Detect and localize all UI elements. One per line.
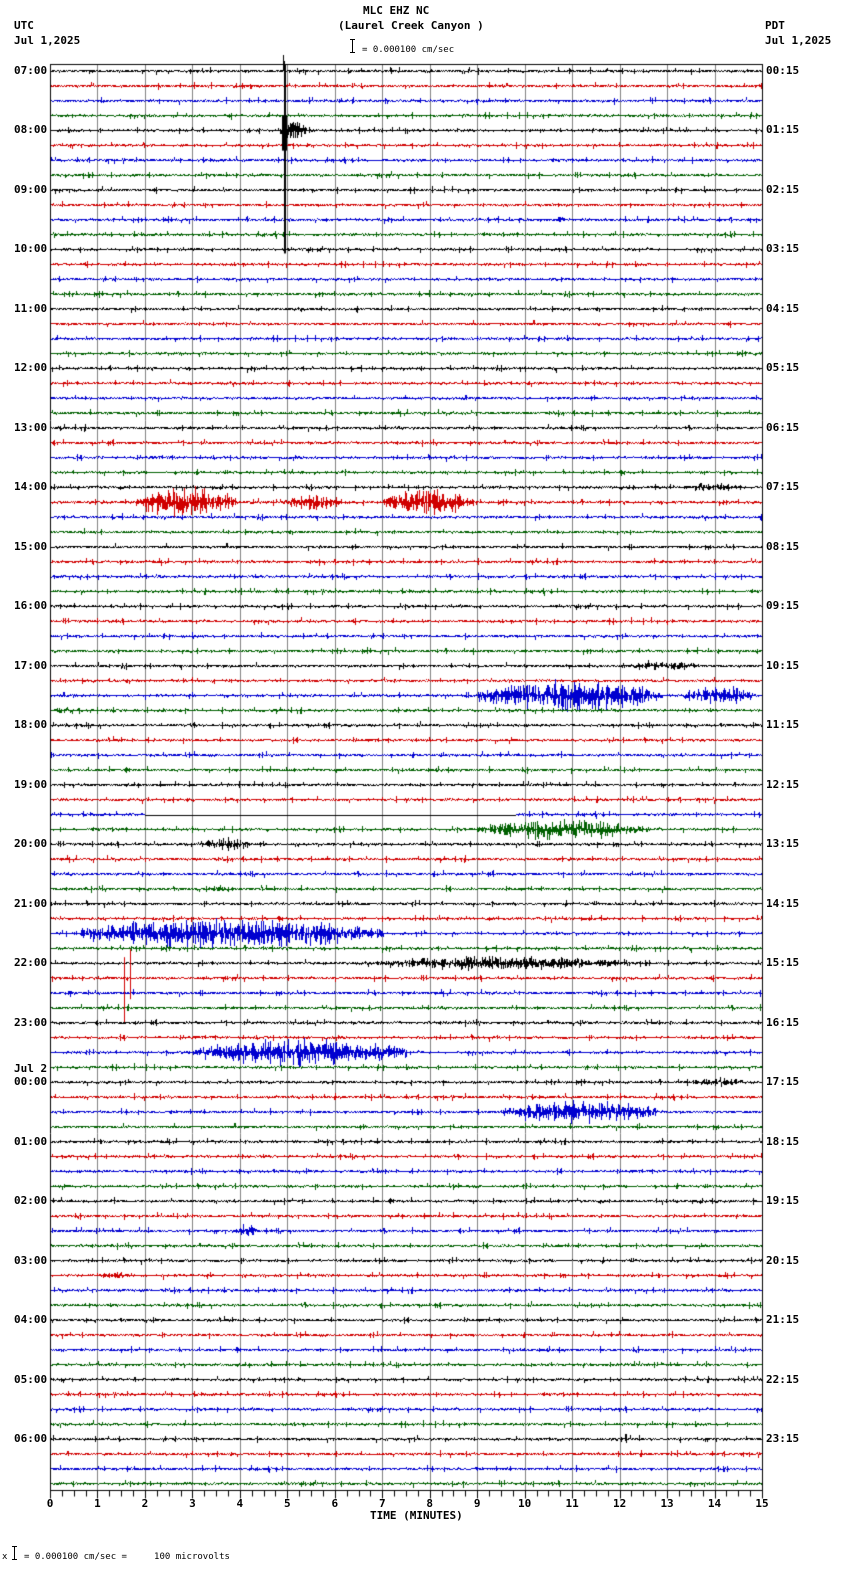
scale-text: = 0.000100 cm/sec [362, 45, 455, 55]
scale-bar-icon [350, 39, 355, 53]
pdt-label: 20:15 [766, 1253, 800, 1267]
pdt-label: 21:15 [766, 1313, 800, 1327]
x-tick-label: 8 [426, 1497, 434, 1510]
x-tick-label: 12 [612, 1497, 627, 1510]
pdt-label: 07:15 [766, 480, 800, 494]
pdt-label: 01:15 [766, 123, 800, 137]
utc-label: 02:00 [14, 1194, 48, 1208]
x-tick-label: 1 [94, 1497, 101, 1510]
utc-label: 15:00 [14, 539, 48, 553]
station-title: MLC EHZ NC [363, 4, 430, 17]
utc-label: 00:00 [14, 1075, 48, 1089]
pdt-label: 16:15 [766, 1015, 800, 1029]
utc-label: 22:00 [14, 956, 48, 970]
x-tick-label: 3 [189, 1497, 196, 1510]
left-date: Jul 1,2025 [14, 34, 81, 47]
utc-label: 01:00 [14, 1134, 48, 1148]
utc-label: 08:00 [14, 123, 48, 137]
utc-label: 17:00 [14, 658, 48, 672]
utc-label: 03:00 [14, 1253, 48, 1267]
x-tick-label: 6 [331, 1497, 339, 1510]
utc-label: 20:00 [14, 837, 48, 851]
date-change-label: Jul 2 [14, 1062, 48, 1076]
pdt-label: 17:15 [766, 1075, 800, 1089]
footer-scale-text: = 0.000100 cm/sec = 100 microvolts [24, 1552, 230, 1562]
left-timezone: UTC [14, 19, 34, 32]
pdt-label: 08:15 [766, 539, 800, 553]
pdt-label: 18:15 [766, 1134, 800, 1148]
pdt-label: 14:15 [766, 896, 800, 910]
pdt-label: 19:15 [766, 1194, 800, 1208]
utc-label: 05:00 [14, 1372, 48, 1386]
x-tick-label: 0 [46, 1497, 54, 1510]
utc-label: 23:00 [14, 1015, 48, 1029]
x-tick-label: 7 [378, 1497, 386, 1510]
x-tick-label: 9 [473, 1497, 481, 1510]
x-tick-label: 11 [565, 1497, 579, 1510]
pdt-label: 04:15 [766, 301, 800, 315]
utc-label: 11:00 [14, 301, 48, 315]
pdt-label: 00:15 [766, 64, 800, 77]
pdt-label: 10:15 [766, 658, 800, 672]
pdt-label: 02:15 [766, 182, 800, 196]
pdt-label: 13:15 [766, 837, 800, 851]
utc-label: 04:00 [14, 1313, 48, 1327]
pdt-label: 12:15 [766, 777, 800, 791]
x-tick-label: 13 [660, 1497, 674, 1510]
utc-label: 13:00 [14, 420, 48, 434]
utc-label: 19:00 [14, 777, 48, 791]
pdt-label: 05:15 [766, 361, 800, 375]
utc-label: 07:00 [14, 64, 48, 77]
x-axis-label: TIME (MINUTES) [370, 1509, 463, 1522]
x-tick-label: 2 [141, 1497, 149, 1510]
pdt-label: 22:15 [766, 1372, 800, 1386]
x-tick-label: 14 [707, 1497, 722, 1510]
utc-label: 16:00 [14, 599, 48, 613]
utc-label: 10:00 [14, 242, 48, 256]
right-date: Jul 1,2025 [765, 34, 832, 47]
pdt-label: 15:15 [766, 956, 800, 970]
pdt-label: 11:15 [766, 718, 800, 732]
utc-label: 12:00 [14, 361, 48, 375]
pdt-label: 03:15 [766, 242, 800, 256]
x-tick-label: 15 [755, 1497, 769, 1510]
footer-scale-bar-icon [12, 1546, 17, 1560]
pdt-label: 23:15 [766, 1432, 800, 1446]
x-tick-label: 10 [518, 1497, 532, 1510]
x-tick-label: 5 [284, 1497, 291, 1510]
utc-label: 21:00 [14, 896, 48, 910]
x-tick-label: 4 [236, 1497, 244, 1510]
footer-scale-prefix: x [2, 1552, 8, 1562]
utc-label: 18:00 [14, 718, 48, 732]
utc-label: 06:00 [14, 1432, 48, 1446]
station-subtitle: (Laurel Creek Canyon ) [338, 19, 484, 32]
pdt-label: 06:15 [766, 420, 800, 434]
utc-label: 09:00 [14, 182, 48, 196]
utc-label: 14:00 [14, 480, 48, 494]
right-timezone: PDT [765, 19, 785, 32]
pdt-label: 09:15 [766, 599, 800, 613]
